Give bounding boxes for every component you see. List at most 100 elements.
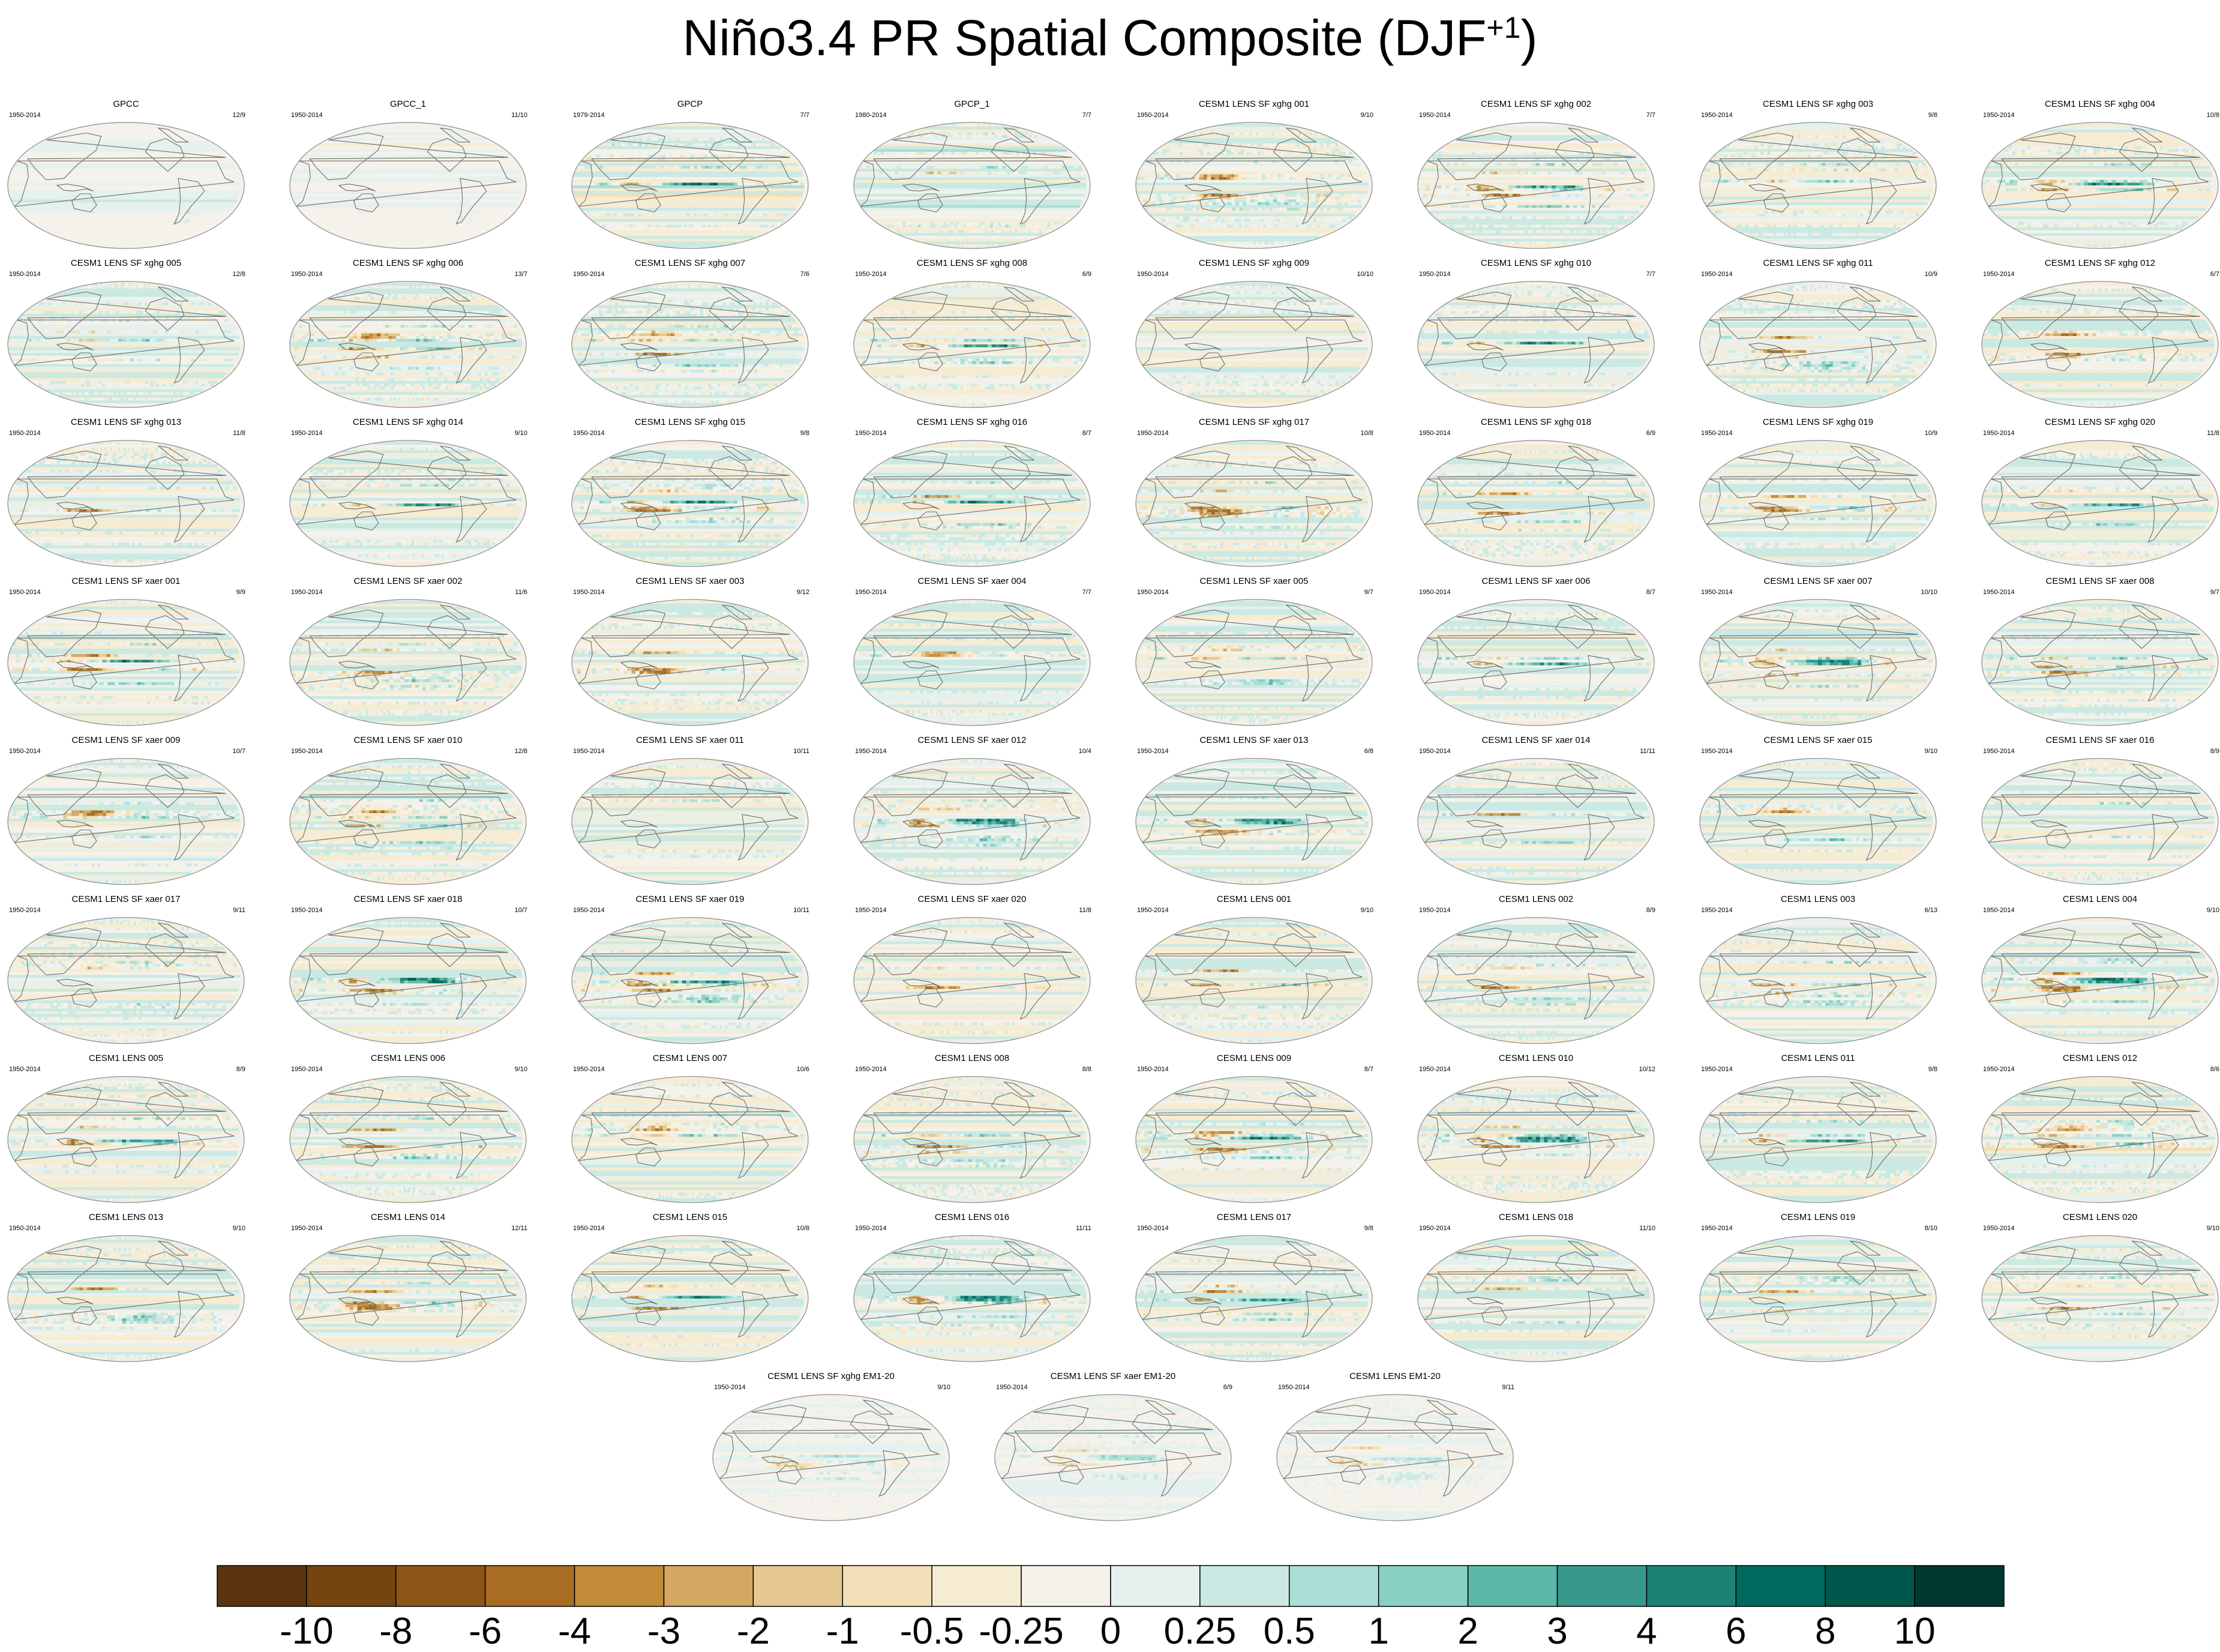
map-cell (997, 222, 1000, 225)
map-cell (987, 224, 990, 227)
map-cell (947, 222, 950, 225)
map-cell (602, 143, 605, 146)
map-cell (583, 211, 793, 214)
map-cell (1016, 222, 1019, 225)
map-cell (999, 230, 1002, 233)
map-cell (355, 211, 358, 214)
map-cell (46, 138, 203, 141)
map-cell (720, 143, 723, 146)
map-cell (660, 224, 663, 227)
map-cell (765, 138, 768, 141)
map-cell (595, 222, 781, 225)
map-cell (694, 166, 697, 169)
map-cell (704, 155, 707, 158)
map-cell (603, 166, 607, 169)
map-cell (777, 166, 781, 169)
map-cell (720, 224, 723, 227)
map-cell (793, 182, 797, 185)
map-cell (868, 214, 1073, 217)
map-cell (76, 211, 80, 214)
map-cell (737, 182, 742, 185)
map-cell (10, 197, 238, 200)
map-cell (611, 143, 614, 146)
map-cell (672, 224, 675, 227)
map-cell (647, 138, 650, 141)
map-cell (975, 224, 978, 227)
map-cell (292, 197, 520, 200)
map-cell (906, 224, 909, 227)
map-cell (599, 166, 603, 169)
map-cell (634, 155, 638, 158)
map-cell (992, 244, 993, 247)
map-cell (452, 216, 455, 219)
map-cell (752, 138, 755, 141)
map-cell (613, 214, 617, 217)
map-cell (1054, 222, 1057, 225)
map-cell (693, 143, 696, 146)
map-cell (701, 166, 705, 169)
map-cell (592, 166, 596, 169)
map-cell (732, 224, 735, 227)
map-panel: GPCC 1950-2014 12/9 (3, 99, 249, 252)
map-cell (788, 214, 791, 217)
map-cell (898, 233, 1044, 236)
map-cell (620, 155, 624, 158)
map-cell (890, 224, 893, 227)
map-cell (652, 166, 656, 169)
map-cell (925, 222, 928, 225)
map-cell (988, 244, 989, 247)
map-cell (705, 224, 708, 227)
map-cell (735, 143, 738, 146)
map-cell (14, 163, 233, 166)
map-cell (341, 132, 473, 135)
map-cell (650, 138, 653, 141)
map-cell (636, 224, 639, 227)
map-cell (1051, 222, 1054, 225)
map-cell (454, 214, 457, 217)
map-cell (683, 157, 686, 160)
map-cell (631, 138, 634, 141)
map-cell (729, 143, 732, 146)
map-cell (985, 230, 988, 233)
map-cell (738, 224, 741, 227)
map-cell (948, 230, 951, 233)
map-cell (466, 216, 469, 219)
map-cell (742, 155, 746, 158)
map-cell (1023, 224, 1026, 227)
map-panel-grid: GPCC 1950-2014 12/9 GPCC_1 1950-2014 11/10 GPC… (0, 0, 2220, 1560)
map-cell (854, 188, 1086, 191)
map-cell (753, 155, 757, 158)
map-cell (984, 224, 987, 227)
map-cell (623, 132, 755, 135)
map-cell (796, 166, 799, 169)
map-cell (603, 214, 607, 217)
map-cell (1017, 224, 1020, 227)
map-cell (749, 155, 753, 158)
map-cell (616, 233, 762, 236)
map-cell (887, 224, 890, 227)
map-cell (688, 138, 691, 141)
map-cell (704, 214, 707, 217)
map-cell (647, 182, 651, 185)
map-cell (592, 149, 785, 152)
map-cell (991, 222, 994, 225)
map-cell (690, 182, 694, 185)
map-cell (763, 138, 766, 141)
map-cell (718, 155, 722, 158)
map-cell (951, 244, 952, 247)
map-cell (1004, 222, 1007, 225)
map-cell (966, 244, 967, 247)
map-cell (991, 244, 992, 247)
map-cell (757, 138, 760, 141)
map-cell (700, 155, 704, 158)
map-cell (449, 222, 452, 225)
map-cell (694, 214, 697, 217)
map-cell (639, 143, 642, 146)
map-cell (937, 222, 940, 225)
map-cell (950, 244, 951, 247)
map-cell (985, 222, 988, 225)
map-cell (732, 155, 736, 158)
map-cell (769, 224, 772, 227)
map-cell (956, 230, 959, 233)
map-cell (10, 172, 238, 175)
